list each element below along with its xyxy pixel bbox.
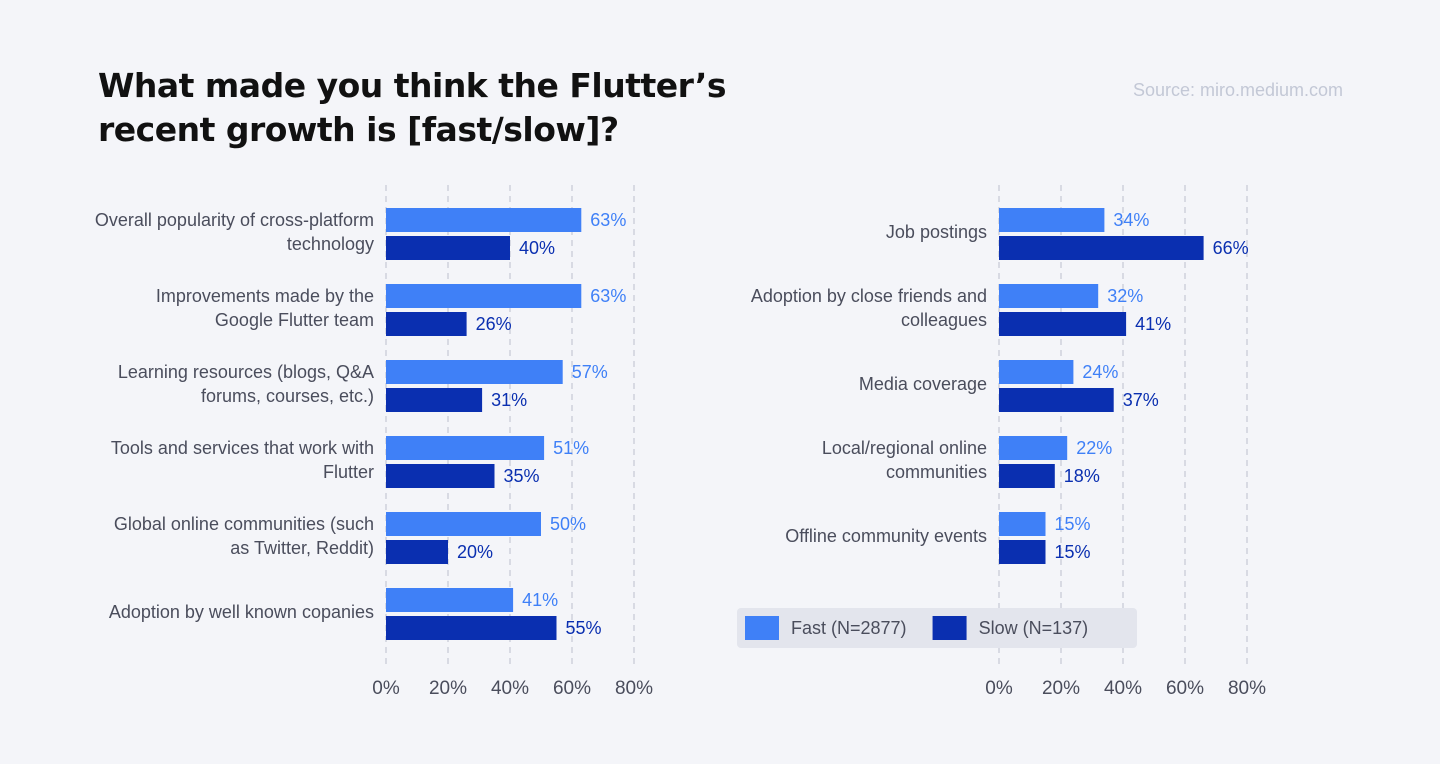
x-tick-label: 40% <box>1104 678 1142 699</box>
value-label: 15% <box>1055 514 1091 534</box>
bar <box>386 436 545 460</box>
category-label: Overall popularity of cross-platform tec… <box>94 210 374 254</box>
value-label: 51% <box>553 438 589 458</box>
bar <box>386 464 495 488</box>
category-label: Global online communities (such as Twitt… <box>113 514 374 558</box>
value-label: 32% <box>1107 286 1143 306</box>
title: What made you think the Flutter’s recent… <box>98 66 727 149</box>
bar <box>386 360 563 384</box>
source: Source: miro.medium.com <box>1132 80 1343 100</box>
value-label: 18% <box>1064 466 1100 486</box>
value-label: 50% <box>550 514 586 534</box>
value-label: 34% <box>1113 210 1149 230</box>
category-label: Learning resources (blogs, Q&A forums, c… <box>117 362 374 406</box>
value-label: 35% <box>504 466 540 486</box>
value-label: 55% <box>566 618 602 638</box>
value-label: 24% <box>1082 362 1118 382</box>
bar <box>999 208 1105 232</box>
value-label: 22% <box>1076 438 1112 458</box>
bar <box>999 388 1114 412</box>
x-tick-label: 60% <box>1166 678 1204 699</box>
category-label: Adoption by well known copanies <box>108 602 374 622</box>
bar <box>999 236 1204 260</box>
bar <box>386 588 514 612</box>
category-label: Improvements made by the Google Flutter … <box>155 286 374 330</box>
bar <box>386 540 448 564</box>
bar <box>999 284 1099 308</box>
bar <box>386 388 483 412</box>
bar <box>999 360 1074 384</box>
x-tick-label: 80% <box>615 678 653 699</box>
x-tick-label: 60% <box>553 678 591 699</box>
bar <box>386 616 557 640</box>
x-tick-label: 20% <box>429 678 467 699</box>
x-tick-label: 80% <box>1228 678 1266 699</box>
x-tick-label: 0% <box>372 678 400 699</box>
value-label: 26% <box>476 314 512 334</box>
category-label: Local/regional online communities <box>821 438 987 482</box>
bar <box>999 312 1127 336</box>
bar <box>386 236 510 260</box>
bar <box>999 436 1068 460</box>
value-label: 41% <box>522 590 558 610</box>
value-label: 57% <box>572 362 608 382</box>
bar <box>999 512 1046 536</box>
category-label: Tools and services that work with Flutte… <box>110 438 374 482</box>
bar <box>386 512 541 536</box>
value-label: 63% <box>590 210 626 230</box>
value-label: 31% <box>491 390 527 410</box>
value-label: 20% <box>457 542 493 562</box>
legend-label: Fast (N=2877) <box>791 618 907 638</box>
category-label: Offline community events <box>785 526 987 546</box>
legend-swatch <box>745 616 779 640</box>
category-label: Media coverage <box>858 374 987 394</box>
bar <box>386 312 467 336</box>
bar <box>386 284 582 308</box>
value-label: 63% <box>590 286 626 306</box>
value-label: 66% <box>1213 238 1249 258</box>
bar <box>999 540 1046 564</box>
x-tick-label: 40% <box>491 678 529 699</box>
legend-swatch <box>932 616 967 640</box>
bar <box>386 208 582 232</box>
legend-label: Slow (N=137) <box>979 618 1089 638</box>
category-label: Adoption by close friends and colleagues <box>750 286 987 330</box>
value-label: 37% <box>1123 390 1159 410</box>
value-label: 41% <box>1135 314 1171 334</box>
value-label: 40% <box>519 238 555 258</box>
value-label: 15% <box>1055 542 1091 562</box>
x-tick-label: 20% <box>1042 678 1080 699</box>
x-tick-label: 0% <box>985 678 1013 699</box>
category-label: Job postings <box>885 222 987 242</box>
bar <box>999 464 1055 488</box>
